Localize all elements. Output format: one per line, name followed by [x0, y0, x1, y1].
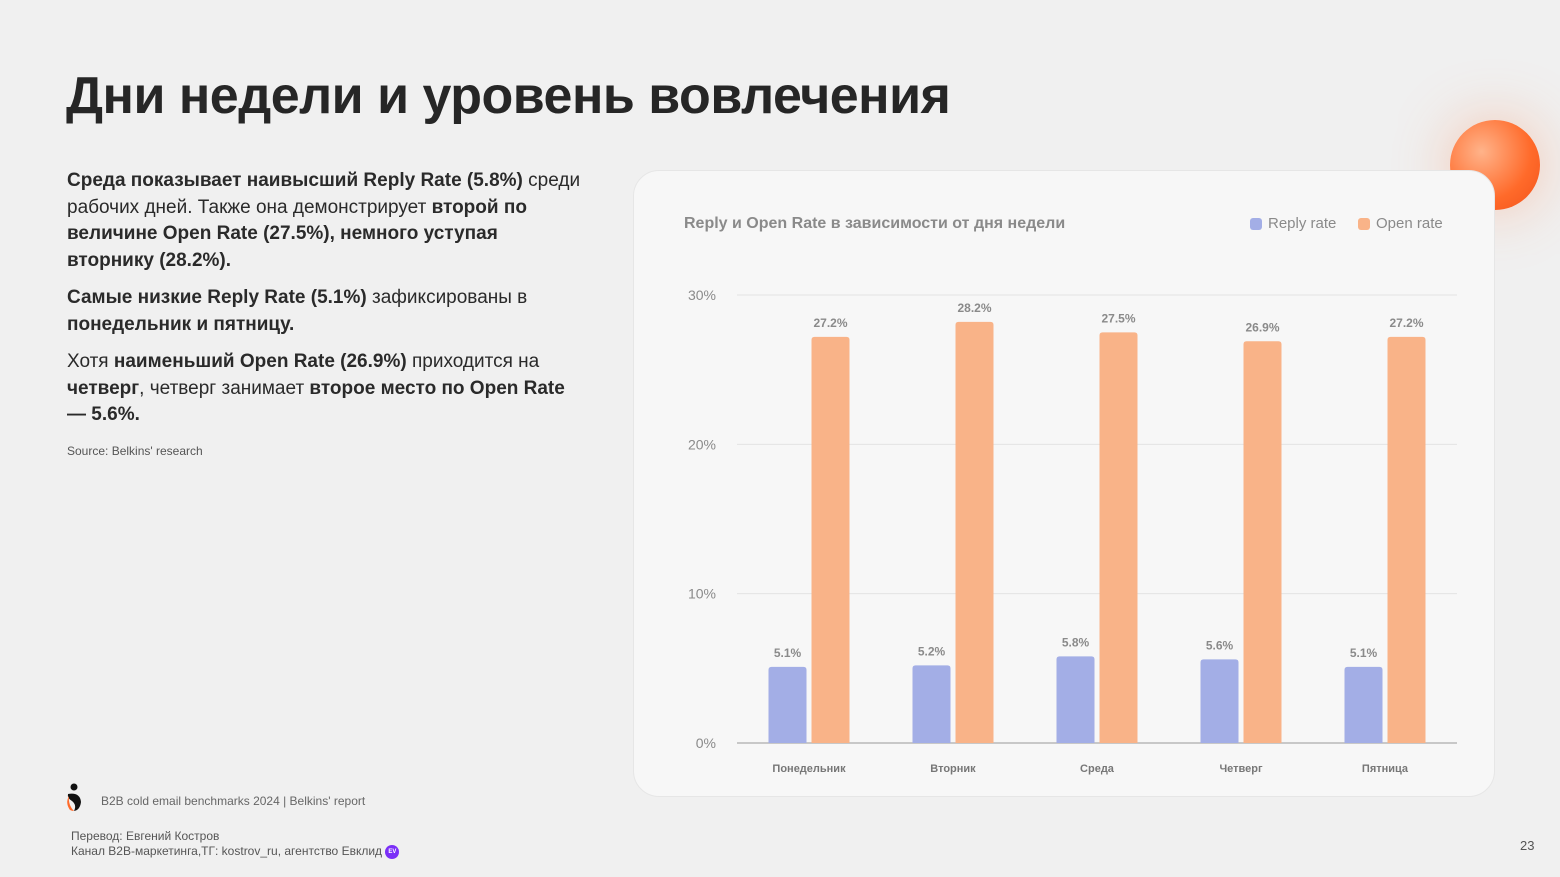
- data-label: 27.2%: [813, 316, 847, 330]
- text-run: Хотя: [67, 351, 114, 372]
- text-run: приходится на: [406, 351, 540, 372]
- source-note: Source: Belkins' research: [67, 444, 203, 458]
- x-tick-label: Понедельник: [772, 763, 846, 775]
- paragraph: Самые низкие Reply Rate (5.1%) зафиксиро…: [67, 285, 587, 338]
- y-tick-label: 20%: [688, 436, 716, 452]
- bar-open-rate: [955, 321, 994, 743]
- bar-open-rate: [811, 336, 850, 743]
- data-label: 26.9%: [1245, 320, 1279, 334]
- bold-text: Самые низкие Reply Rate (5.1%): [67, 287, 367, 308]
- paragraph: Среда показывает наивысший Reply Rate (5…: [67, 168, 587, 274]
- translator: Перевод: Евгений Костров: [71, 829, 220, 843]
- x-tick-label: Пятница: [1362, 763, 1409, 775]
- data-label: 27.5%: [1101, 311, 1135, 325]
- bold-text: второй по величине Open Rate (27.5%), не…: [67, 196, 527, 271]
- y-tick-label: 30%: [688, 287, 716, 303]
- page-title: Дни недели и уровень вовлечения: [66, 67, 951, 125]
- channel-info: Канал B2B-маркетинга,ТГ: kostrov_ru, аге…: [71, 844, 383, 858]
- data-label: 5.2%: [918, 644, 946, 658]
- footer-report: B2B cold email benchmarks 2024 | Belkins…: [101, 794, 366, 808]
- bold-text: наименьший Open Rate (26.9%): [113, 351, 407, 372]
- belkins-logo: [67, 783, 81, 811]
- data-label: 5.1%: [1350, 646, 1378, 660]
- data-label: 5.6%: [1206, 638, 1234, 652]
- page-number: 23: [1520, 838, 1535, 853]
- summary-text: Среда показывает наивысший Reply Rate (5…: [67, 168, 587, 440]
- bold-text: Среда показывает наивысший Reply Rate (5…: [67, 170, 523, 191]
- data-label: 28.2%: [957, 301, 991, 315]
- agency-badge: EV: [385, 844, 400, 859]
- bold-text: понедельник и пятницу.: [67, 313, 295, 335]
- bar-open-rate: [1387, 336, 1426, 743]
- bar-reply-rate: [1056, 656, 1095, 743]
- paragraph: Хотя наименьший Open Rate (26.9%) приход…: [67, 349, 587, 429]
- bar-reply-rate: [1200, 659, 1239, 743]
- legend-label: Reply rate: [1268, 215, 1337, 232]
- bar-reply-rate: [1344, 666, 1383, 743]
- bar-reply-rate: [912, 665, 951, 743]
- x-tick-label: Четверг: [1219, 763, 1263, 775]
- y-tick-label: 0%: [696, 735, 716, 751]
- text-run: среди рабочих дней. Также она демонстрир…: [67, 170, 581, 218]
- translation-credits: Перевод: Евгений Костров Канал B2B-марке…: [71, 829, 400, 859]
- bar-open-rate: [1099, 332, 1138, 743]
- text-run: , четверг занимает: [139, 377, 310, 399]
- x-tick-label: Вторник: [930, 763, 976, 775]
- legend-open: Open rate: [1358, 215, 1443, 232]
- legend-reply: Reply rate: [1250, 215, 1336, 232]
- bar-open-rate: [1243, 341, 1282, 743]
- y-tick-label: 10%: [688, 586, 716, 602]
- legend-label: Open rate: [1376, 215, 1443, 232]
- data-label: 27.2%: [1389, 316, 1423, 330]
- legend-swatch-open: [1358, 217, 1370, 230]
- data-label: 5.1%: [774, 646, 802, 660]
- chart-title: Reply и Open Rate в зависимости от дня н…: [684, 215, 1066, 232]
- bar-reply-rate: [768, 666, 807, 743]
- bold-text: четверг: [67, 377, 140, 399]
- data-label: 5.8%: [1062, 635, 1090, 649]
- text-run: зафиксированы в: [366, 287, 528, 308]
- legend-swatch-reply: [1250, 217, 1262, 230]
- bold-text: второе место по Open Rate — 5.6%.: [67, 377, 565, 426]
- x-tick-label: Среда: [1080, 763, 1115, 775]
